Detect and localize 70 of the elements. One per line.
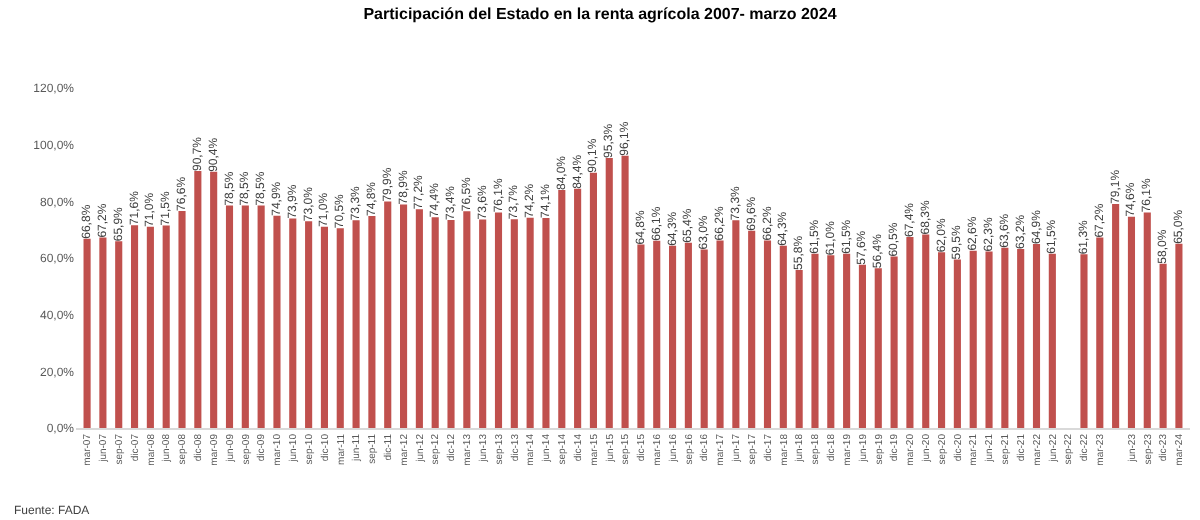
bar xyxy=(99,237,107,428)
bar xyxy=(985,251,993,428)
bar xyxy=(1032,244,1041,428)
bar xyxy=(289,218,297,428)
bar xyxy=(415,209,423,428)
bar xyxy=(431,217,439,428)
bar xyxy=(953,259,961,428)
bar xyxy=(115,241,123,428)
bar xyxy=(969,250,977,428)
bar xyxy=(1159,263,1167,428)
bar xyxy=(83,238,91,428)
bar xyxy=(558,190,566,428)
bar xyxy=(1127,216,1136,428)
bar xyxy=(653,240,661,428)
bar xyxy=(700,249,708,428)
bar xyxy=(178,210,186,428)
bar xyxy=(1080,254,1088,428)
bar xyxy=(1048,253,1056,428)
bar xyxy=(716,240,724,428)
bar xyxy=(732,220,740,428)
bar xyxy=(795,269,803,428)
bar xyxy=(494,212,503,428)
bar xyxy=(858,264,866,428)
bar xyxy=(779,245,787,428)
bar xyxy=(589,172,597,428)
bar xyxy=(1001,247,1009,428)
bar xyxy=(906,237,914,428)
bar xyxy=(542,218,550,428)
bar xyxy=(1017,248,1025,428)
bar xyxy=(890,256,898,428)
bar xyxy=(574,188,582,428)
bar xyxy=(621,155,629,428)
bar xyxy=(1112,203,1120,428)
bar xyxy=(400,204,408,428)
bar xyxy=(684,242,692,428)
bar xyxy=(938,252,946,428)
bar xyxy=(146,226,154,428)
bar xyxy=(827,255,835,428)
bar xyxy=(257,205,265,428)
bar xyxy=(241,205,249,428)
bar xyxy=(384,201,392,428)
bar xyxy=(669,245,677,428)
bar xyxy=(463,211,471,428)
bar xyxy=(320,226,328,428)
bar xyxy=(922,234,930,428)
bar xyxy=(605,157,613,428)
bar xyxy=(194,171,202,428)
bar xyxy=(225,205,234,428)
bar xyxy=(210,171,218,428)
bar xyxy=(447,220,455,428)
bar xyxy=(305,221,313,428)
bar xyxy=(1143,212,1151,428)
bar xyxy=(352,220,360,428)
bar xyxy=(843,253,851,428)
chart-title: Participación del Estado en la renta agrícola 2007- marzo 2024 xyxy=(363,5,838,23)
bar xyxy=(637,244,645,428)
bar xyxy=(874,268,882,428)
bar xyxy=(526,217,534,428)
bar xyxy=(336,228,344,428)
bar xyxy=(479,219,487,428)
bar xyxy=(368,216,376,428)
bar xyxy=(510,219,518,428)
bar xyxy=(811,253,819,428)
bar xyxy=(763,240,772,428)
bar xyxy=(1096,237,1104,428)
bar xyxy=(130,225,139,428)
bar xyxy=(748,230,756,428)
bar xyxy=(162,225,170,428)
bar xyxy=(1175,243,1183,428)
bar xyxy=(273,215,281,428)
